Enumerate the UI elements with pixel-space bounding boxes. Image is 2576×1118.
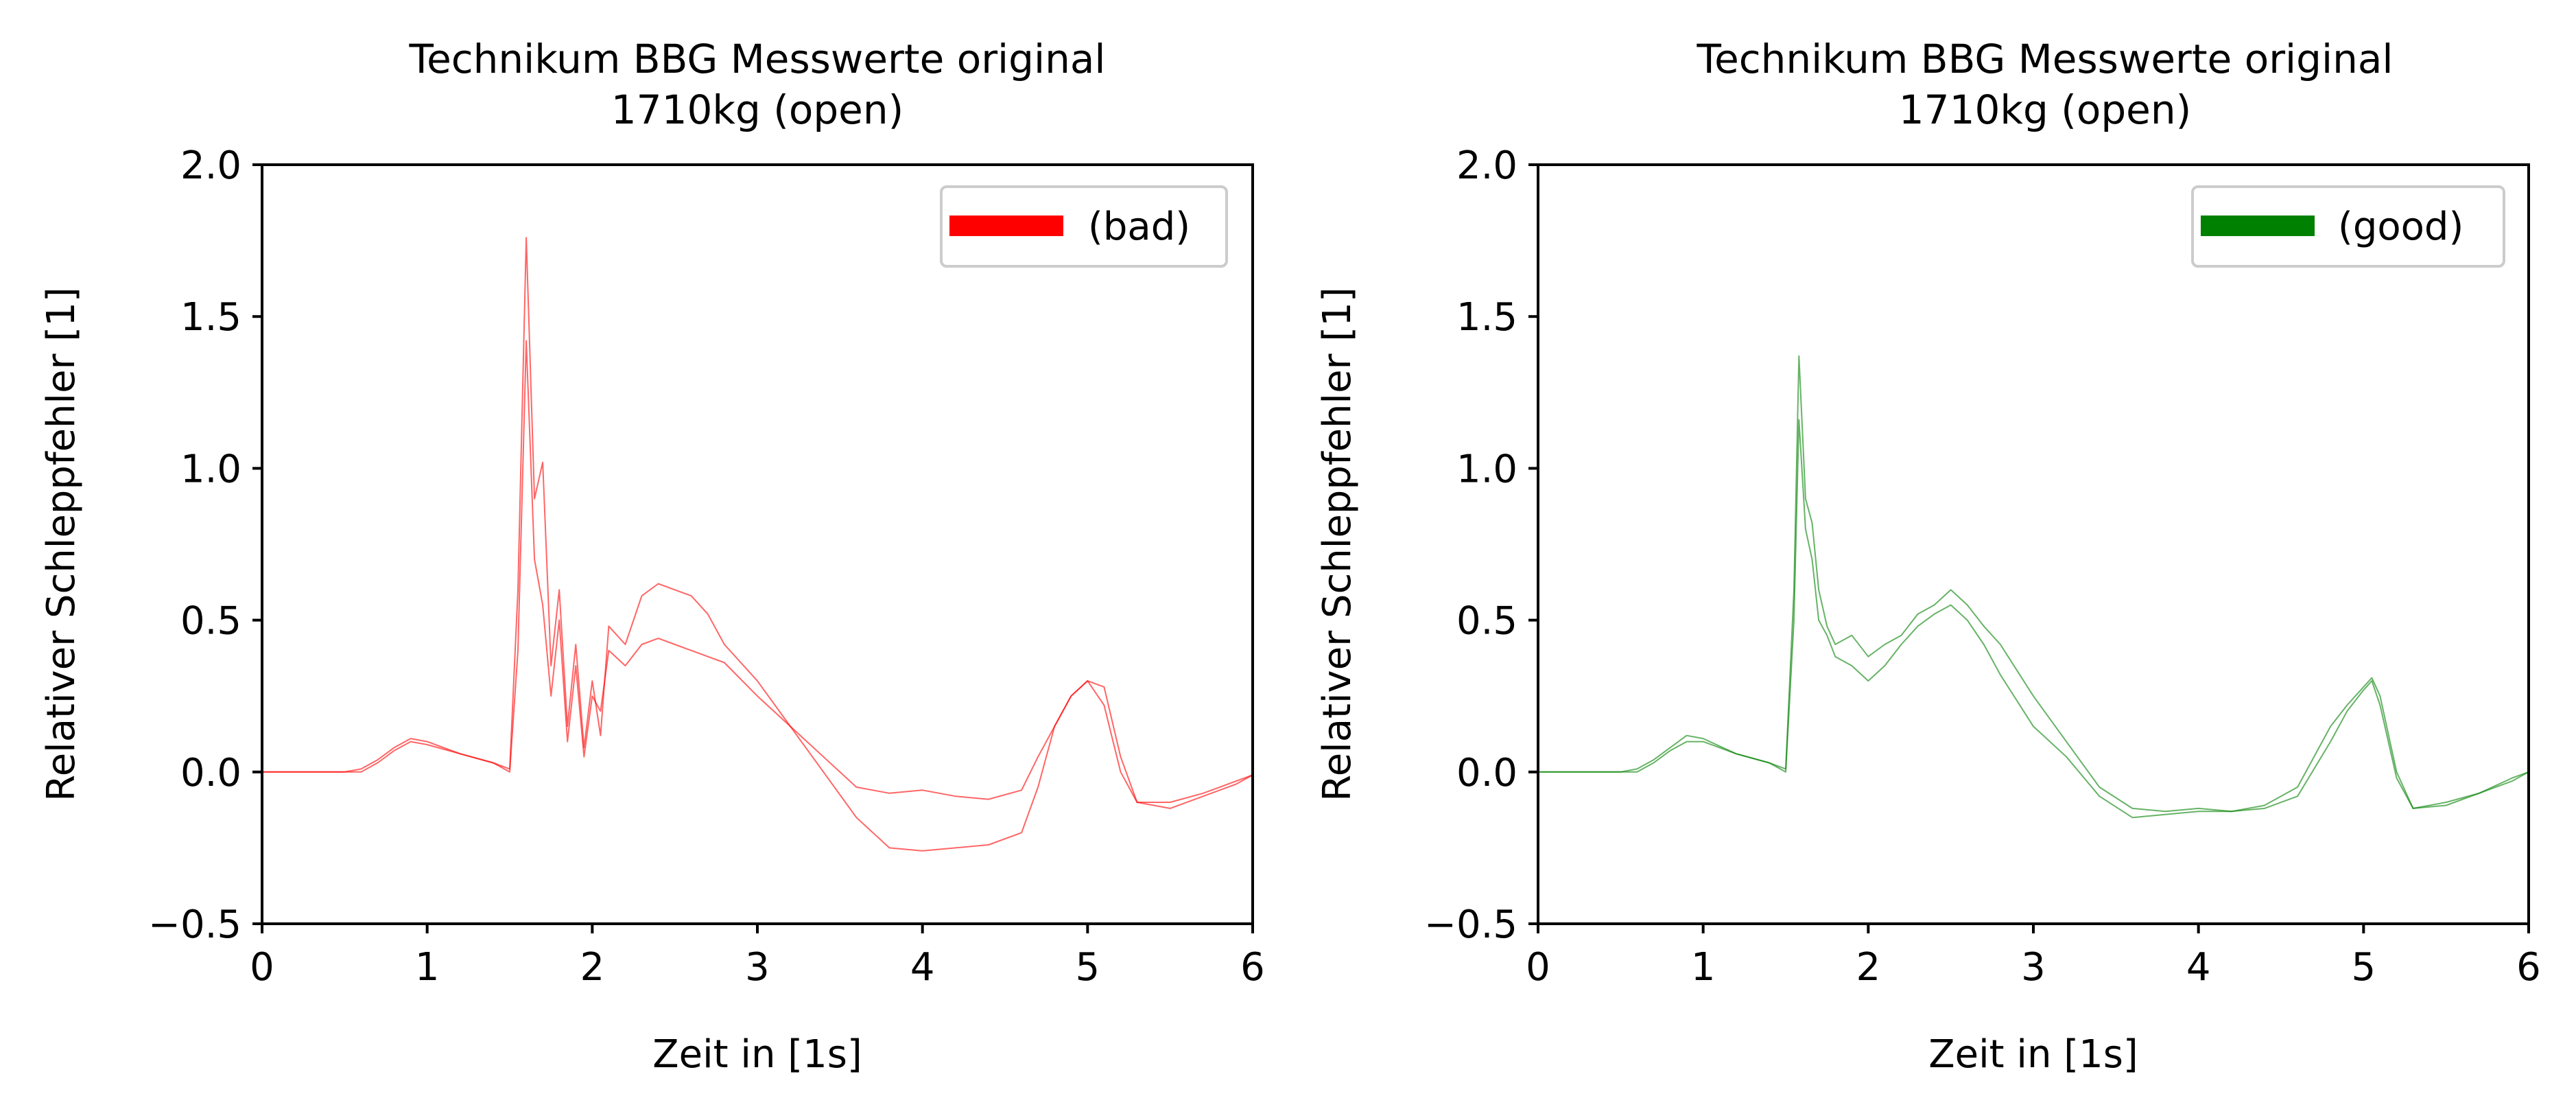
y-tick-label: 1.5 [180, 295, 241, 340]
chart-subtitle: 1710kg (open) [1899, 86, 2191, 133]
y-tick-label: 2.0 [1456, 143, 1517, 188]
y-tick-label: 0.0 [180, 751, 241, 795]
y-tick-label: 1.5 [1456, 295, 1517, 340]
chart-title: Technikum BBG Messwerte original [1697, 36, 2394, 82]
x-axis-ticks: 0 1 2 3 4 5 6 [250, 924, 1265, 990]
legend-box [2191, 185, 2505, 268]
legend: (bad) [940, 185, 1228, 268]
chart-bad: Technikum BBG Messwerte original 1710kg … [39, 36, 1265, 1077]
y-axis-ticks: −0.5 0.0 0.5 1.0 1.5 2.0 [148, 143, 262, 947]
x-axis-ticks: 0 1 2 3 4 5 6 [1526, 924, 2541, 990]
y-tick-label: 0.0 [1456, 751, 1517, 795]
x-tick-label: 3 [745, 945, 770, 990]
x-tick-label: 0 [1526, 945, 1550, 990]
x-axis-label: Zeit in [1s] [652, 1032, 862, 1077]
x-tick-label: 4 [910, 945, 935, 990]
legend-label: (good) [2338, 205, 2463, 249]
y-tick-label: −0.5 [1424, 902, 1517, 947]
y-tick-label: 2.0 [180, 143, 241, 188]
x-tick-label: 3 [2021, 945, 2046, 990]
x-tick-label: 5 [1076, 945, 1100, 990]
x-tick-label: 4 [2186, 945, 2211, 990]
x-axis-label: Zeit in [1s] [1928, 1032, 2138, 1077]
x-tick-label: 6 [2516, 945, 2541, 990]
y-tick-label: 1.0 [180, 447, 241, 491]
legend: (good) [2191, 185, 2505, 268]
y-axis-ticks: −0.5 0.0 0.5 1.0 1.5 2.0 [1424, 143, 1538, 947]
y-axis-label: Relativer Schleppfehler [1] [1315, 287, 1360, 801]
series-line-2 [262, 340, 1253, 852]
legend-swatch [2201, 216, 2315, 236]
x-tick-label: 6 [1240, 945, 1265, 990]
y-tick-label: 0.5 [1456, 599, 1517, 644]
chart-good: Technikum BBG Messwerte original 1710kg … [1315, 36, 2541, 1077]
x-tick-label: 1 [415, 945, 440, 990]
x-tick-label: 1 [1691, 945, 1716, 990]
chart-title: Technikum BBG Messwerte original [409, 36, 1106, 82]
chart-subtitle: 1710kg (open) [611, 86, 903, 133]
x-tick-label: 2 [1856, 945, 1881, 990]
series-layer [1538, 355, 2529, 819]
x-tick-label: 5 [2352, 945, 2376, 990]
x-tick-label: 0 [250, 945, 274, 990]
y-axis-label: Relativer Schleppfehler [1] [39, 287, 84, 801]
legend-box [940, 185, 1228, 268]
y-tick-label: 1.0 [1456, 447, 1517, 491]
y-tick-label: 0.5 [180, 599, 241, 644]
x-tick-label: 2 [580, 945, 605, 990]
series-line-2 [1538, 419, 2529, 819]
legend-swatch [949, 216, 1063, 236]
legend-label: (bad) [1088, 205, 1190, 249]
series-layer [262, 237, 1253, 852]
y-tick-label: −0.5 [148, 902, 241, 947]
